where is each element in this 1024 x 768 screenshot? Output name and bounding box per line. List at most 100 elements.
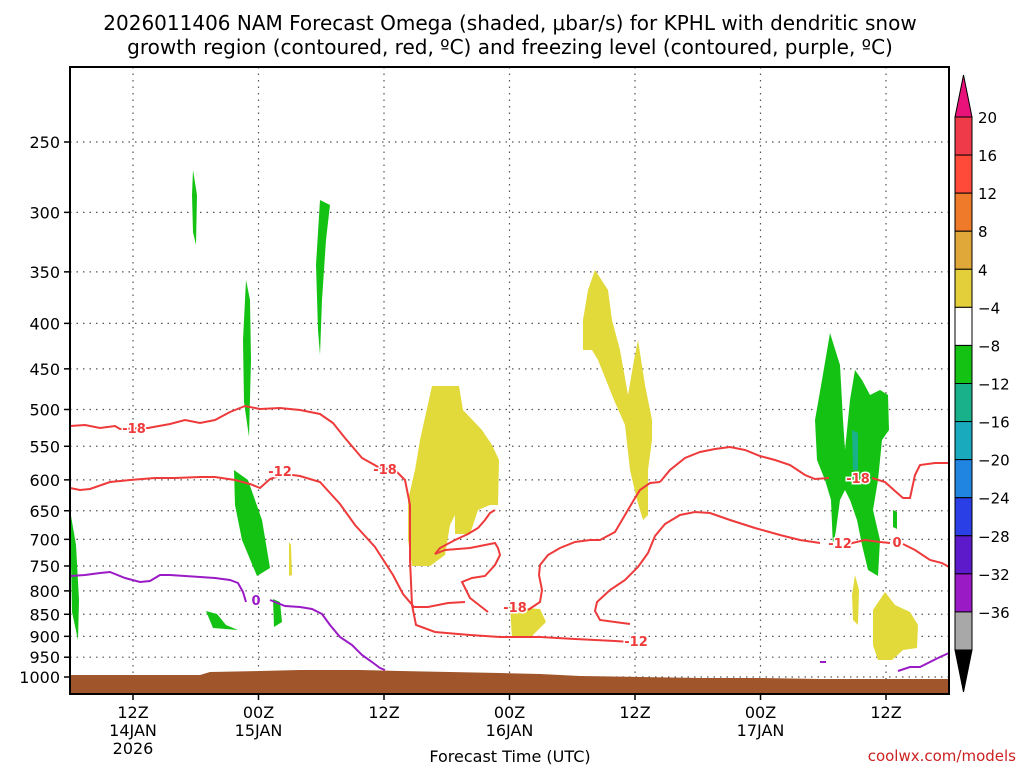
contour-label: -18 <box>122 422 146 437</box>
omega-downward-region <box>583 270 652 520</box>
y-axis: 250 300 350 400 450 500 550 600 650 700 750 800 850 9… <box>19 133 70 687</box>
omega-shading <box>70 170 918 660</box>
y-tick-label: 350 <box>29 263 60 282</box>
contour-minus12-lower <box>69 472 466 608</box>
y-tick-label: 900 <box>29 627 60 646</box>
x-tick-label: 14JAN <box>109 721 157 740</box>
colorbar-label: −12 <box>978 376 1010 394</box>
contour-label: -12 <box>828 537 852 552</box>
colorbar-label: −16 <box>978 414 1010 432</box>
contour-freezing-0 <box>69 570 247 603</box>
y-tick-label: 700 <box>29 530 60 549</box>
omega-upward-region <box>893 510 897 529</box>
x-tick-label: 12Z <box>870 703 901 722</box>
site-credit: coolwx.com/models <box>868 747 1016 765</box>
colorbar-label: −4 <box>978 299 1000 317</box>
dendritic-contours <box>69 404 950 643</box>
contour-label: -18 <box>373 463 397 478</box>
x-tick-label: 2026 <box>113 739 154 758</box>
contour-minus18-middle-b <box>527 481 661 611</box>
colorbar-swatch <box>954 383 973 423</box>
y-tick-label: 950 <box>29 648 60 667</box>
colorbar-label: −36 <box>978 604 1010 622</box>
y-tick-label: 250 <box>29 133 60 152</box>
omega-downward-region <box>510 607 546 638</box>
chart-title-line-2: growth region (contoured, red, ºC) and f… <box>127 35 893 59</box>
contour-label: -12 <box>624 635 648 650</box>
y-tick-label: 800 <box>29 582 60 601</box>
contour-minus18-upper-right <box>659 445 830 483</box>
y-tick-label: 450 <box>29 360 60 379</box>
x-tick-label: 00Z <box>745 703 776 722</box>
x-tick-label: 12Z <box>619 703 650 722</box>
y-tick-label: 1000 <box>19 668 60 687</box>
omega-colorbar: 20 16 12 8 4 −4 −8 −12 −16 −20 −24 −28 −32 −36 <box>954 74 1010 693</box>
omega-upward-region <box>815 333 889 576</box>
y-tick-label: 650 <box>29 502 60 521</box>
colorbar-label: 4 <box>978 261 988 279</box>
x-tick-label: 12Z <box>117 703 148 722</box>
x-tick-label: 00Z <box>494 703 525 722</box>
ground-terrain <box>70 670 949 694</box>
colorbar-swatch <box>954 497 973 537</box>
omega-downward-region <box>408 386 499 566</box>
colorbar-swatch <box>954 459 973 499</box>
y-tick-label: 300 <box>29 203 60 222</box>
x-axis-title: Forecast Time (UTC) <box>429 747 590 766</box>
colorbar-swatch <box>954 344 973 384</box>
colorbar-swatch <box>954 421 973 461</box>
colorbar-swatch <box>954 230 973 270</box>
omega-upward-region <box>192 170 197 245</box>
colorbar-label: 12 <box>978 185 997 203</box>
colorbar-swatch <box>954 268 973 308</box>
contour-label: 0 <box>892 536 901 551</box>
colorbar-min-arrow <box>954 649 973 693</box>
x-tick-label: 15JAN <box>235 721 283 740</box>
contour-minus18-middle <box>434 509 502 613</box>
y-tick-label: 750 <box>29 557 60 576</box>
contour-label: -12 <box>268 465 292 480</box>
y-tick-label: 600 <box>29 471 60 490</box>
contour-minus12-right-c <box>902 543 950 568</box>
y-tick-label: 500 <box>29 401 60 420</box>
omega-upward-region <box>243 280 251 437</box>
omega-upward-region <box>273 599 282 627</box>
y-tick-label: 850 <box>29 605 60 624</box>
colorbar-label: −24 <box>978 490 1010 508</box>
colorbar-label: −8 <box>978 337 1000 355</box>
contour-freezing-0-c <box>897 652 950 672</box>
colorbar-swatch <box>954 573 973 613</box>
colorbar-label: −28 <box>978 528 1010 546</box>
x-tick-label: 00Z <box>243 703 274 722</box>
colorbar-swatch <box>954 611 973 651</box>
colorbar-label: −20 <box>978 452 1010 470</box>
x-tick-label: 16JAN <box>486 721 534 740</box>
colorbar-label: 20 <box>978 109 997 127</box>
contour-label: 0 <box>251 594 260 609</box>
contour-label: -18 <box>846 472 870 487</box>
colorbar-label: −32 <box>978 566 1010 584</box>
colorbar-label: 8 <box>978 223 988 241</box>
contour-label: -18 <box>503 601 527 616</box>
contour-labels: -18 -12 -18 -18 -12 -18 -12 0 0 <box>121 421 903 652</box>
omega-downward-region <box>289 542 292 576</box>
colorbar-swatch <box>954 192 973 232</box>
freezing-level-contours <box>69 570 950 672</box>
colorbar-swatch <box>954 116 973 156</box>
omega-strong-upward-region <box>852 430 858 470</box>
x-tick-label: 17JAN <box>737 721 785 740</box>
x-tick-label: 12Z <box>368 703 399 722</box>
colorbar-max-arrow <box>954 74 973 118</box>
colorbar-swatch <box>954 154 973 194</box>
colorbar-swatch <box>954 535 973 575</box>
omega-downward-region <box>852 575 859 625</box>
omega-upward-region <box>234 470 270 576</box>
y-tick-label: 400 <box>29 314 60 333</box>
colorbar-swatch <box>954 306 973 346</box>
contour-minus18-upper <box>69 404 631 643</box>
omega-downward-region <box>873 592 918 660</box>
y-tick-label: 550 <box>29 437 60 456</box>
omega-upward-region <box>206 611 238 630</box>
